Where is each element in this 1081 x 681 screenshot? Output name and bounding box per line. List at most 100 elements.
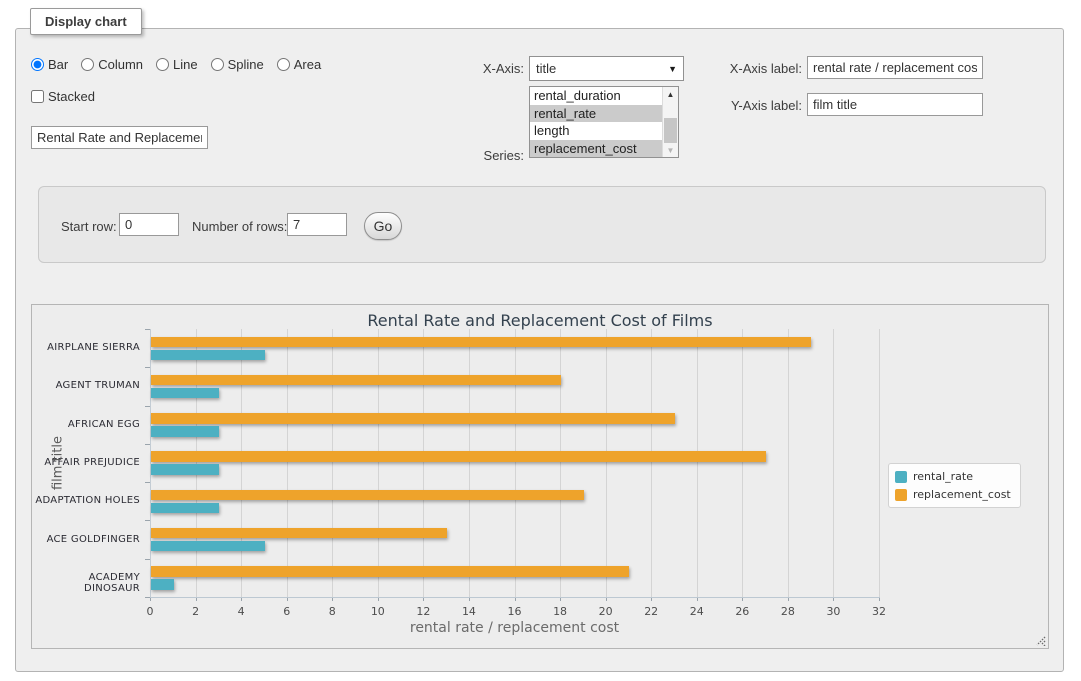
start-row-input[interactable]	[119, 213, 179, 236]
x-axis-tick-label: 28	[771, 605, 805, 618]
chart-type-label: Bar	[48, 57, 68, 72]
x-axis-tick-label: 12	[406, 605, 440, 618]
bar-rental_rate[interactable]	[151, 350, 265, 361]
y-axis-label-input[interactable]	[807, 93, 983, 116]
stacked-checkbox[interactable]	[31, 90, 44, 103]
stacked-checkbox-row: Stacked	[31, 89, 95, 104]
bar-replacement_cost[interactable]	[151, 413, 675, 424]
gridline	[332, 329, 333, 597]
category-label: ACADEMY DINOSAUR	[32, 572, 140, 594]
chart-type-option-bar: Bar	[31, 57, 68, 72]
y-axis-tick	[145, 367, 150, 368]
series-option-rental_duration[interactable]: rental_duration	[530, 87, 662, 105]
chart-legend: rental_rate replacement_cost	[888, 463, 1021, 508]
x-axis-select[interactable]: title ▼	[529, 56, 684, 81]
x-axis-tick-label: 32	[862, 605, 896, 618]
chart-type-option-line: Line	[156, 57, 198, 72]
gridline	[515, 329, 516, 597]
bar-replacement_cost[interactable]	[151, 490, 584, 501]
x-axis-tick-label: 4	[224, 605, 258, 618]
bar-rental_rate[interactable]	[151, 388, 219, 399]
chart-type-radio-bar[interactable]	[31, 58, 44, 71]
y-axis-title: film title	[51, 436, 66, 490]
y-axis-tick	[145, 559, 150, 560]
legend-swatch-icon	[895, 489, 907, 501]
x-axis-tick-label: 16	[498, 605, 532, 618]
bar-rental_rate[interactable]	[151, 464, 219, 475]
y-axis-tick	[145, 520, 150, 521]
chart-title: Rental Rate and Replacement Cost of Film…	[32, 311, 1048, 330]
gridline	[287, 329, 288, 597]
series-options: rental_durationrental_ratelengthreplacem…	[530, 87, 662, 157]
bar-replacement_cost[interactable]	[151, 566, 629, 577]
page: { "panel": { "legend_label": "Display ch…	[0, 0, 1081, 681]
chart-type-option-spline: Spline	[211, 57, 264, 72]
bar-replacement_cost[interactable]	[151, 337, 811, 348]
gridline	[742, 329, 743, 597]
chart-type-option-area: Area	[277, 57, 321, 72]
resize-grip-icon[interactable]	[1034, 634, 1046, 646]
series-option-length[interactable]: length	[530, 122, 662, 140]
chevron-down-icon: ▼	[668, 64, 677, 74]
chart-type-label: Column	[98, 57, 143, 72]
bar-rental_rate[interactable]	[151, 503, 219, 514]
x-axis-label: X-Axis:	[456, 61, 524, 76]
x-axis-tick-label: 20	[589, 605, 623, 618]
x-axis-label-input[interactable]	[807, 56, 983, 79]
start-row-label: Start row:	[61, 219, 117, 234]
gridline	[196, 329, 197, 597]
gridline	[423, 329, 424, 597]
x-axis-tick-label: 2	[179, 605, 213, 618]
go-button[interactable]: Go	[364, 212, 402, 240]
scroll-down-icon[interactable]: ▼	[663, 143, 678, 157]
chart-type-radio-spline[interactable]	[211, 58, 224, 71]
legend-item-rental_rate[interactable]: rental_rate	[895, 470, 1011, 483]
category-label: ACE GOLDFINGER	[32, 534, 140, 545]
category-label: ADAPTATION HOLES	[32, 495, 140, 506]
legend-item-replacement_cost[interactable]: replacement_cost	[895, 488, 1011, 501]
bar-rental_rate[interactable]	[151, 541, 265, 552]
series-option-replacement_cost[interactable]: replacement_cost	[530, 140, 662, 158]
x-axis-title: rental rate / replacement cost	[150, 620, 879, 636]
chart-type-radio-line[interactable]	[156, 58, 169, 71]
chart-type-radio-group: Bar Column Line Spline Area	[31, 57, 321, 72]
panel-title: Display chart	[30, 8, 142, 35]
gridline	[697, 329, 698, 597]
series-scrollbar[interactable]: ▲ ▼	[662, 87, 678, 157]
category-label: AFFAIR PREJUDICE	[32, 457, 140, 468]
x-axis-tick-label: 30	[816, 605, 850, 618]
bar-replacement_cost[interactable]	[151, 451, 766, 462]
bar-rental_rate[interactable]	[151, 579, 174, 590]
chart-type-option-column: Column	[81, 57, 143, 72]
bar-replacement_cost[interactable]	[151, 528, 447, 539]
y-axis-tick	[145, 597, 150, 598]
x-axis-tick-label: 10	[361, 605, 395, 618]
x-axis-tick-label: 8	[315, 605, 349, 618]
y-axis-tick	[145, 329, 150, 330]
x-axis-tick-label: 14	[452, 605, 486, 618]
number-of-rows-input[interactable]	[287, 213, 347, 236]
chart-title-input[interactable]	[31, 126, 208, 149]
y-axis-tick	[145, 482, 150, 483]
rows-form: Start row: Number of rows: Go	[38, 186, 1046, 263]
scroll-up-icon[interactable]: ▲	[663, 87, 678, 101]
chart-type-radio-column[interactable]	[81, 58, 94, 71]
y-axis-label-field-label: Y-Axis label:	[716, 98, 802, 113]
chart-type-radio-area[interactable]	[277, 58, 290, 71]
chart-panel: Rental Rate and Replacement Cost of Film…	[31, 304, 1049, 649]
scrollbar-thumb[interactable]	[664, 118, 677, 143]
chart-type-label: Spline	[228, 57, 264, 72]
stacked-label: Stacked	[48, 89, 95, 104]
series-option-rental_rate[interactable]: rental_rate	[530, 105, 662, 123]
stacked-option: Stacked	[31, 89, 95, 104]
x-axis-tick-label: 24	[680, 605, 714, 618]
bar-rental_rate[interactable]	[151, 426, 219, 437]
legend-label: replacement_cost	[913, 488, 1011, 501]
bar-replacement_cost[interactable]	[151, 375, 561, 386]
gridline	[606, 329, 607, 597]
x-axis-tick-label: 0	[133, 605, 167, 618]
x-axis-tick-label: 26	[725, 605, 759, 618]
y-axis-line	[150, 329, 151, 597]
gridline	[833, 329, 834, 597]
series-multiselect[interactable]: rental_durationrental_ratelengthreplacem…	[529, 86, 679, 158]
